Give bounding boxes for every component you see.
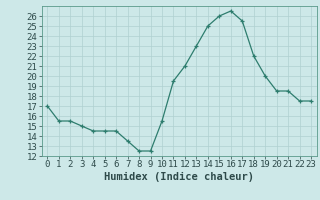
X-axis label: Humidex (Indice chaleur): Humidex (Indice chaleur) — [104, 172, 254, 182]
